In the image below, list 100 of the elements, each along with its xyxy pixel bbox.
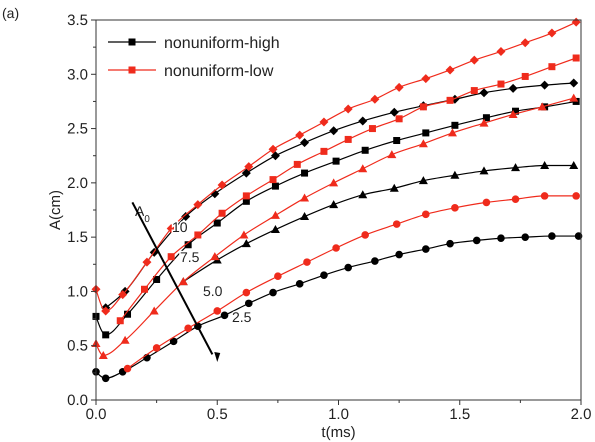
point: [344, 136, 352, 143]
point: [358, 116, 368, 126]
point: [274, 272, 282, 280]
point: [548, 63, 556, 70]
point: [320, 271, 328, 279]
point: [344, 264, 352, 272]
point: [268, 144, 278, 154]
point: [295, 130, 304, 140]
point: [150, 306, 159, 314]
annotation: 2.5: [232, 309, 252, 325]
x-tick-label: 1.0: [328, 406, 349, 423]
point: [300, 212, 310, 220]
point: [470, 56, 479, 65]
point: [294, 160, 301, 168]
point: [387, 150, 396, 158]
point: [446, 65, 455, 74]
point: [446, 96, 454, 104]
legend-label: nonuniform-high: [164, 35, 280, 52]
point: [270, 225, 280, 234]
y-tick-label: 2.0: [67, 174, 88, 192]
point: [512, 195, 520, 203]
point: [522, 72, 529, 80]
point: [101, 306, 110, 316]
point: [569, 78, 578, 88]
point: [242, 239, 251, 248]
point: [303, 258, 311, 266]
point: [548, 232, 556, 240]
point: [418, 176, 428, 184]
text: (a): [2, 5, 20, 21]
point: [392, 220, 400, 228]
point: [329, 126, 338, 136]
point: [170, 338, 178, 346]
annotation: 7.5: [180, 249, 200, 265]
point: [421, 74, 430, 84]
point: [141, 286, 148, 293]
point: [540, 160, 550, 169]
point: [242, 288, 250, 296]
point: [296, 280, 304, 288]
point: [332, 158, 340, 165]
point: [102, 374, 110, 382]
y-tick-label: 0.0: [67, 392, 88, 409]
point: [270, 210, 280, 219]
x-tick-label: 0.0: [86, 406, 106, 423]
point: [210, 252, 220, 260]
point: [569, 94, 578, 102]
point: [272, 182, 279, 190]
annotation: 5.0: [203, 283, 223, 299]
point: [358, 190, 368, 198]
point: [497, 234, 505, 242]
point: [120, 336, 130, 344]
point: [152, 344, 160, 352]
point: [194, 231, 202, 238]
point: [450, 170, 460, 179]
point: [422, 245, 430, 253]
point: [153, 276, 160, 283]
point: [540, 80, 550, 90]
point: [497, 80, 504, 88]
point: [244, 300, 253, 308]
point: [329, 178, 338, 186]
point: [540, 192, 548, 200]
point: [344, 104, 353, 114]
point: [508, 84, 518, 93]
point: [270, 176, 277, 184]
point: [244, 162, 254, 172]
point: [480, 88, 488, 98]
point: [422, 129, 430, 136]
y-tick-label: 0.5: [67, 338, 88, 355]
point: [319, 118, 328, 127]
legend-label: nonuniform-low: [164, 63, 274, 80]
point: [116, 317, 124, 324]
point: [218, 180, 227, 190]
point: [448, 128, 457, 136]
point: [118, 290, 128, 300]
y-tick-label: 1.5: [67, 229, 88, 246]
point: [218, 210, 226, 217]
point: [102, 331, 110, 338]
point: [361, 231, 369, 239]
point: [470, 87, 478, 94]
point: [396, 115, 403, 122]
point: [451, 204, 459, 212]
point: [395, 250, 403, 258]
point: [220, 312, 228, 320]
point: [394, 82, 404, 92]
point: [193, 200, 202, 210]
point: [358, 164, 368, 172]
point: [572, 54, 580, 62]
point: [239, 230, 248, 238]
point: [480, 118, 488, 127]
x-axis-title: t(ms): [321, 424, 356, 441]
point: [422, 210, 430, 218]
y-tick-label: 2.5: [67, 120, 88, 138]
point: [538, 102, 547, 110]
point: [362, 146, 369, 154]
point: [521, 233, 530, 241]
point: [451, 122, 458, 129]
point: [301, 170, 308, 177]
point: [142, 258, 152, 267]
point: [184, 324, 192, 332]
point: [329, 200, 338, 208]
point: [269, 288, 277, 296]
